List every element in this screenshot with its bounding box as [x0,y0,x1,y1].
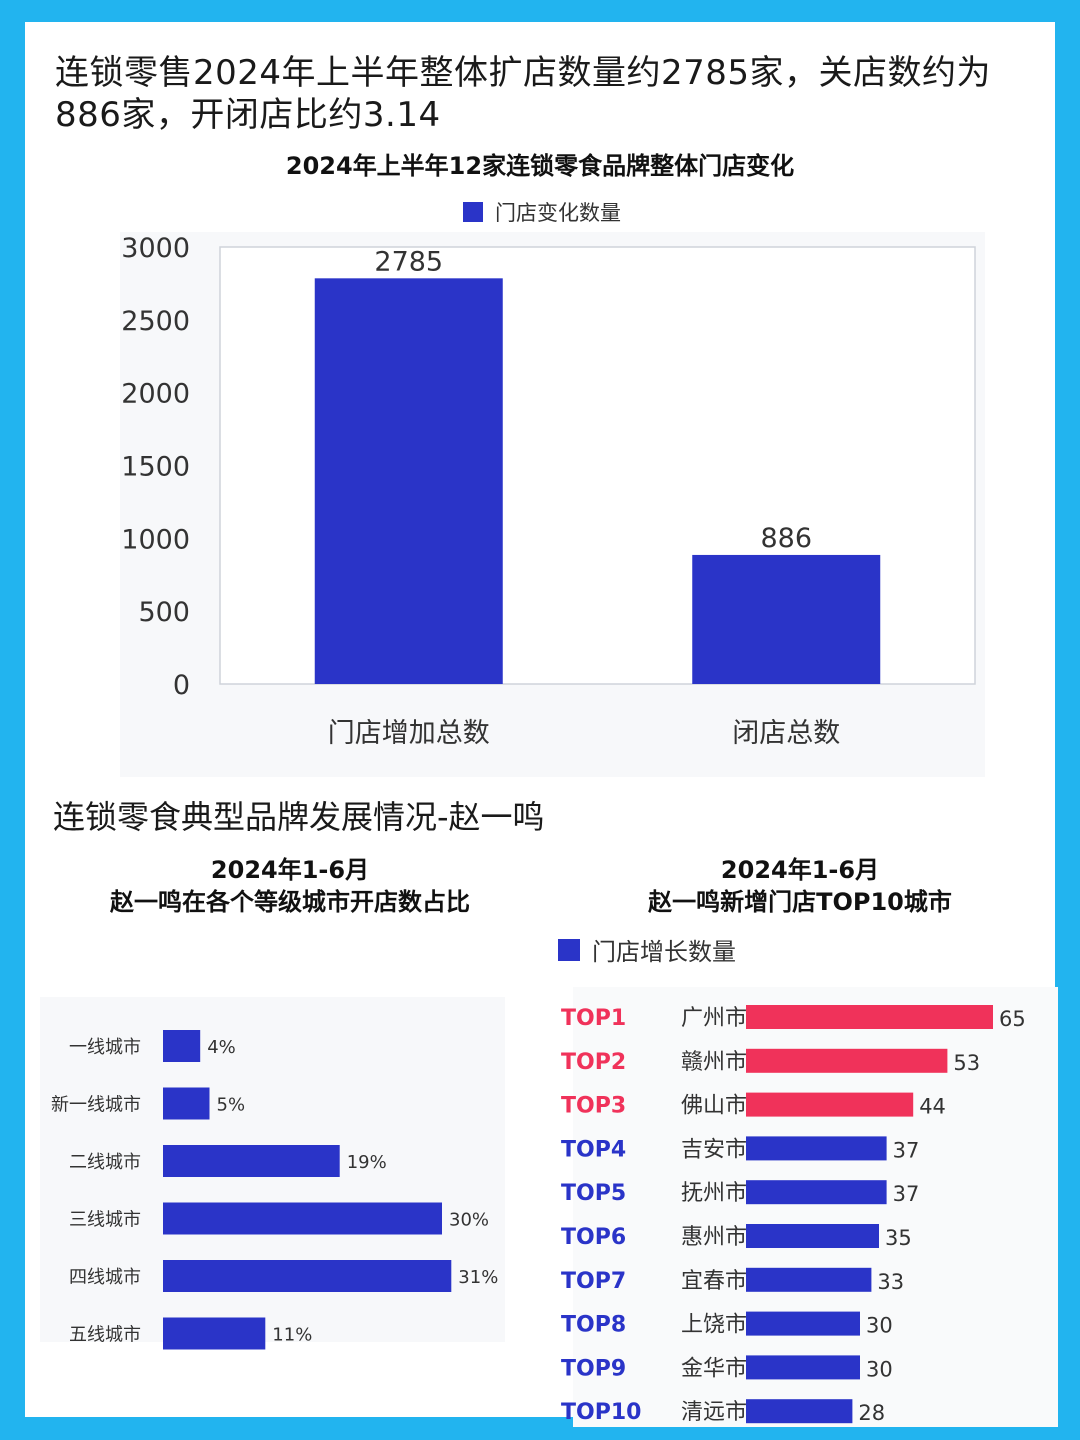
legend-swatch [558,938,580,961]
y-tick-label: 1000 [121,524,190,555]
data-label: 11% [272,1325,312,1346]
y-tick-label: 2000 [121,379,190,410]
chart1-legend: 门店变化数量 [463,197,621,227]
city-label: 宜春市 [681,1269,747,1294]
bar [163,1087,210,1120]
category-label: 二线城市 [69,1152,141,1173]
data-label: 37 [893,1182,920,1206]
data-label: 19% [347,1152,387,1173]
city-label: 惠州市 [681,1225,747,1250]
data-label: 30 [866,1357,893,1381]
chart2-title-line1: 2024年1-6月 [210,856,370,884]
x-tick-label: 闭店总数 [732,718,840,749]
rank-label: TOP2 [561,1050,626,1075]
y-tick-label: 0 [173,670,190,701]
data-label: 30 [866,1314,893,1338]
y-tick-label: 2500 [121,306,190,337]
infographic-card: 连锁零售2024年上半年整体扩店数量约2785家，关店数约为886家，开闭店比约… [25,22,1058,1427]
bar [163,1260,452,1292]
data-label: 53 [953,1051,980,1075]
data-label: 33 [877,1270,904,1294]
y-tick-label: 500 [138,597,190,628]
chart3-title-line1: 2024年1-6月 [720,856,880,884]
rank-label: TOP9 [561,1356,626,1381]
chart3-title: 2024年1-6月 赵一鸣新增门店TOP10城市 [565,854,1035,918]
category-label: 新一线城市 [51,1095,141,1116]
legend-label: 门店增长数量 [592,938,736,966]
bar [692,554,881,684]
section-title: 连锁零食典型品牌发展情况-赵一鸣 [53,798,545,836]
city-label: 广州市 [681,1006,747,1031]
bar [746,1005,993,1029]
bar [746,1136,887,1161]
rank-label: TOP3 [561,1094,626,1119]
city-label: 吉安市 [681,1137,747,1162]
bar [746,1180,887,1205]
chart3-legend: 门店增长数量 [558,932,736,967]
data-label: 37 [893,1138,920,1162]
data-label: 4% [207,1037,236,1058]
category-label: 三线城市 [69,1210,141,1231]
data-label: 5% [217,1095,246,1116]
rank-label: TOP1 [561,1006,626,1031]
bar [163,1030,201,1062]
y-tick-label: 3000 [121,233,190,264]
data-label: 35 [885,1226,912,1250]
rank-label: TOP5 [561,1181,626,1206]
data-label: 886 [760,523,812,554]
city-label: 抚州市 [681,1181,747,1206]
city-label: 清远市 [681,1400,747,1425]
data-label: 30% [449,1210,489,1231]
data-label: 65 [999,1007,1026,1031]
bar [746,1048,948,1073]
bar [746,1399,853,1424]
legend-label: 门店变化数量 [495,201,621,225]
chart3-title-line2: 赵一鸣新增门店TOP10城市 [648,888,952,916]
rank-label: TOP7 [561,1269,626,1294]
legend-swatch [463,202,483,222]
data-label: 31% [458,1267,498,1288]
bar [163,1202,442,1235]
data-label: 44 [919,1095,946,1119]
city-label: 赣州市 [681,1050,747,1075]
chart3-plot: TOP1 广州市 65 TOP2 赣州市 53 TOP3 佛山市 44 TOP4 吉安市 37 TOP5… [561,987,1058,1427]
bar [746,1311,860,1336]
bar [746,1092,914,1117]
headline: 连锁零售2024年上半年整体扩店数量约2785家，关店数约为886家，开闭店比约… [55,53,992,135]
chart1-title: 2024年上半年12家连锁零食品牌整体门店变化 [285,152,795,180]
chart2-title-line2: 赵一鸣在各个等级城市开店数占比 [110,888,470,916]
data-label: 28 [858,1401,885,1425]
chart2-title: 2024年1-6月 赵一鸣在各个等级城市开店数占比 [65,854,515,918]
data-label: 2785 [374,246,443,277]
category-label: 五线城市 [69,1325,141,1346]
x-tick-label: 门店增加总数 [328,718,490,749]
chart2-plot: 一线城市 4% 新一线城市 5% 二线城市 19% 三线城市 30% 四线城市 31% 五线城市 11… [40,997,505,1350]
rank-label: TOP10 [561,1400,641,1425]
rank-label: TOP4 [561,1137,626,1162]
bar [746,1224,879,1248]
city-label: 金华市 [681,1356,747,1381]
category-label: 四线城市 [69,1267,141,1288]
bar [314,278,503,684]
bar [163,1317,266,1350]
rank-label: TOP6 [561,1225,626,1250]
bar [746,1267,872,1292]
city-label: 佛山市 [681,1094,747,1119]
category-label: 一线城市 [69,1037,141,1058]
bar [163,1145,340,1177]
y-tick-label: 1500 [121,452,190,483]
city-label: 上饶市 [681,1313,747,1338]
rank-label: TOP8 [561,1313,626,1338]
chart1-plot: 0 500 1000 1500 2000 2500 3000 2785 门店增加总数 886 闭店总… [120,232,985,777]
bar [746,1355,860,1380]
